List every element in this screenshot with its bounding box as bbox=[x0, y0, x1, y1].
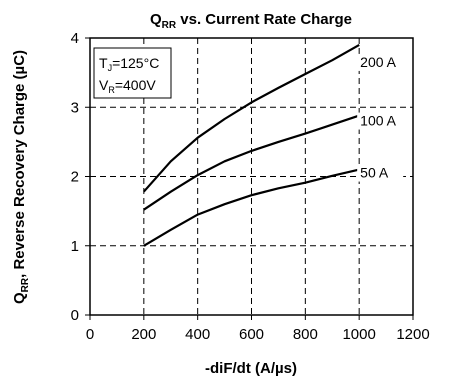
x-tick-label: 1200 bbox=[396, 326, 429, 343]
y-axis-ticks: 0 1 2 3 4 bbox=[71, 30, 90, 324]
series-label-bg bbox=[357, 53, 404, 71]
x-tick-label: 800 bbox=[293, 326, 318, 343]
y-tick-label: 2 bbox=[71, 169, 79, 186]
condition-tj: TJ=125°C bbox=[99, 55, 159, 73]
chart-title: QRR vs. Current Rate Charge bbox=[150, 11, 352, 31]
series-line-200-a bbox=[142, 43, 360, 193]
y-tick-label: 3 bbox=[71, 99, 79, 116]
condition-vr: VR=400V bbox=[99, 77, 156, 95]
series-label-bg bbox=[357, 112, 404, 130]
series-label-bg bbox=[357, 164, 404, 182]
conditions-box bbox=[93, 47, 172, 99]
x-tick-label: 1000 bbox=[342, 326, 375, 343]
x-tick-label: 600 bbox=[239, 326, 264, 343]
series-line-50-a bbox=[143, 168, 360, 247]
y-tick-label: 0 bbox=[71, 307, 79, 324]
series-label: 100 A bbox=[360, 113, 396, 129]
series-label: 50 A bbox=[360, 165, 389, 181]
y-axis-label: QRR, Reverse Recovery Charge (µC) bbox=[11, 50, 31, 304]
series-label: 200 A bbox=[360, 54, 396, 70]
x-tick-label: 200 bbox=[131, 326, 156, 343]
y-tick-label: 1 bbox=[71, 238, 79, 255]
x-tick-label: 0 bbox=[86, 326, 94, 343]
y-tick-label: 4 bbox=[71, 30, 79, 47]
series-line-100-a bbox=[143, 114, 360, 211]
x-tick-label: 400 bbox=[185, 326, 210, 343]
x-axis-label: -diF/dt (A/µs) bbox=[205, 360, 297, 377]
x-axis-ticks: 0 200 400 600 800 1000 1200 bbox=[86, 315, 430, 343]
series-lines: 200 A 100 A 50 A bbox=[142, 43, 404, 247]
